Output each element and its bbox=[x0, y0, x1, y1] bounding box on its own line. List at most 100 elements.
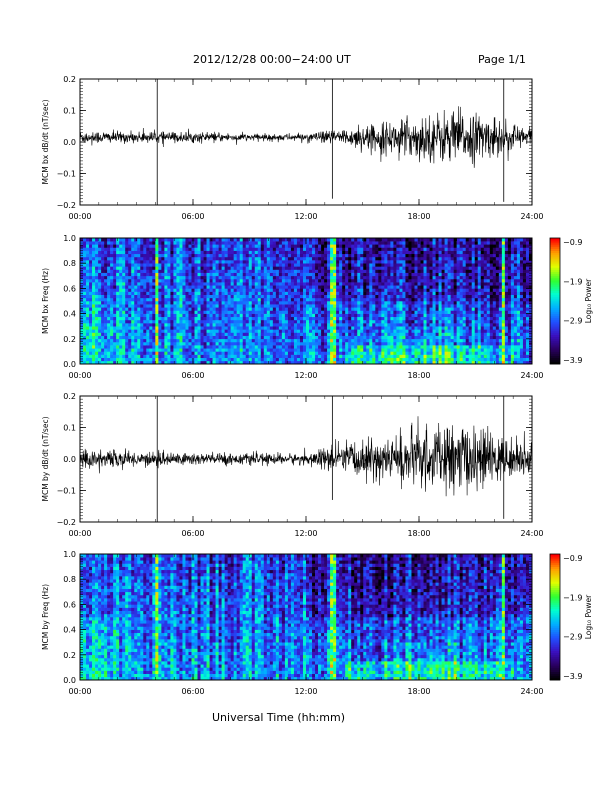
spectrogram-cell bbox=[125, 247, 129, 251]
spectrogram-cell bbox=[281, 285, 286, 289]
spectrogram-cell bbox=[384, 319, 388, 324]
spectrogram-cell bbox=[206, 250, 210, 255]
spectrogram-cell bbox=[245, 341, 250, 346]
spectrogram-cell bbox=[242, 338, 247, 343]
spectrogram-cell bbox=[399, 256, 403, 261]
spectrogram-cell bbox=[333, 256, 337, 261]
spectrogram-cell bbox=[86, 294, 90, 299]
spectrogram-cell bbox=[435, 316, 439, 321]
spectrogram-cell bbox=[438, 269, 442, 273]
spectrogram-cell bbox=[318, 269, 322, 273]
spectrogram-cell bbox=[119, 291, 123, 295]
spectrogram-cell bbox=[170, 310, 174, 314]
spectrogram-cell bbox=[387, 266, 391, 270]
x-tick-label: 18:00 bbox=[407, 212, 430, 221]
spectrogram-cell bbox=[257, 319, 262, 324]
spectrogram-cell bbox=[95, 304, 99, 308]
spectrogram-cell bbox=[131, 335, 135, 340]
spectrogram-cell bbox=[254, 301, 259, 305]
spectrogram-cell bbox=[429, 313, 433, 318]
spectrogram-cell bbox=[387, 307, 391, 311]
spectrogram-cell bbox=[170, 278, 174, 283]
spectrogram-cell bbox=[92, 301, 96, 305]
spectrogram-cell bbox=[375, 341, 379, 346]
spectrogram-cell bbox=[200, 357, 204, 362]
spectrogram-cell bbox=[387, 338, 391, 343]
spectrogram-cell bbox=[354, 354, 358, 358]
spectrogram-cell bbox=[266, 307, 271, 311]
spectrogram-cell bbox=[167, 244, 171, 248]
spectrogram-cell bbox=[351, 297, 355, 302]
spectrogram-cell bbox=[251, 282, 256, 286]
spectrogram-cell bbox=[357, 266, 361, 270]
spectrogram-cell bbox=[251, 278, 256, 283]
spectrogram-cell bbox=[137, 266, 141, 270]
spectrogram-cell bbox=[260, 253, 265, 258]
spectrogram-cell bbox=[224, 348, 228, 352]
spectrogram-cell bbox=[278, 316, 283, 321]
spectrogram-cell bbox=[131, 294, 135, 299]
spectrogram-cell bbox=[414, 335, 418, 340]
spectrogram-cell bbox=[95, 285, 99, 289]
spectrogram-cell bbox=[348, 357, 352, 362]
spectrogram-cell bbox=[309, 319, 313, 324]
spectrogram-cell bbox=[293, 316, 298, 321]
spectrogram-cell bbox=[104, 247, 108, 251]
spectrogram-cell bbox=[89, 256, 93, 261]
spectrogram-cell bbox=[236, 323, 240, 327]
spectrogram-cell bbox=[92, 285, 96, 289]
spectrogram-cell bbox=[423, 304, 427, 308]
spectrogram-cell bbox=[113, 335, 117, 340]
spectrogram-cell bbox=[191, 253, 195, 258]
spectrogram-cell bbox=[441, 335, 445, 340]
spectrogram-cell bbox=[209, 247, 213, 251]
spectrogram-cell bbox=[333, 348, 337, 352]
spectrogram-cell bbox=[164, 354, 168, 358]
spectrogram-cell bbox=[339, 326, 343, 330]
spectrogram-cell bbox=[333, 247, 337, 251]
spectrogram-cell bbox=[375, 266, 379, 270]
spectrogram-cell bbox=[372, 354, 376, 358]
spectrogram-cell bbox=[287, 266, 292, 270]
spectrogram-cell bbox=[203, 278, 207, 283]
spectrogram-cell bbox=[80, 272, 84, 277]
spectrogram-cell bbox=[306, 278, 310, 283]
spectrogram-cell bbox=[248, 250, 253, 255]
spectrogram-cell bbox=[348, 313, 352, 318]
spectrogram-cell bbox=[191, 319, 195, 324]
spectrogram-cell bbox=[176, 288, 180, 292]
spectrogram-cell bbox=[363, 260, 367, 264]
spectrogram-cell bbox=[119, 275, 123, 280]
spectrogram-cell bbox=[143, 275, 147, 280]
spectrogram-cell bbox=[357, 360, 361, 365]
spectrogram-cell bbox=[414, 285, 418, 289]
spectrogram-cell bbox=[86, 285, 90, 289]
spectrogram-cell bbox=[438, 313, 442, 318]
spectrogram-cell bbox=[176, 275, 180, 280]
spectrogram-cell bbox=[119, 351, 123, 355]
spectrogram-cell bbox=[113, 247, 117, 251]
spectrogram-cell bbox=[221, 316, 225, 321]
spectrogram-cell bbox=[390, 256, 394, 261]
spectrogram-cell bbox=[432, 253, 436, 258]
spectrogram-cell bbox=[324, 288, 328, 292]
spectrogram-cell bbox=[269, 272, 274, 277]
spectrogram-cell bbox=[221, 313, 225, 318]
spectrogram-cell bbox=[306, 272, 310, 277]
spectrogram-cell bbox=[167, 250, 171, 255]
spectrogram-cell bbox=[312, 275, 316, 280]
spectrogram-cell bbox=[251, 307, 256, 311]
spectrogram-cell bbox=[417, 310, 421, 314]
spectrogram-cell bbox=[233, 357, 237, 362]
spectrogram-cell bbox=[396, 310, 400, 314]
spectrogram-cell bbox=[113, 263, 117, 267]
spectrogram-cell bbox=[170, 272, 174, 277]
spectrogram-cell bbox=[393, 329, 397, 333]
spectrogram-cell bbox=[83, 323, 87, 327]
spectrogram-cell bbox=[378, 354, 382, 358]
spectrogram-cell bbox=[98, 247, 102, 251]
spectrogram-cell bbox=[299, 329, 304, 333]
spectrogram-cell bbox=[417, 304, 421, 308]
spectrogram-cell bbox=[119, 244, 123, 248]
spectrogram-cell bbox=[411, 323, 415, 327]
